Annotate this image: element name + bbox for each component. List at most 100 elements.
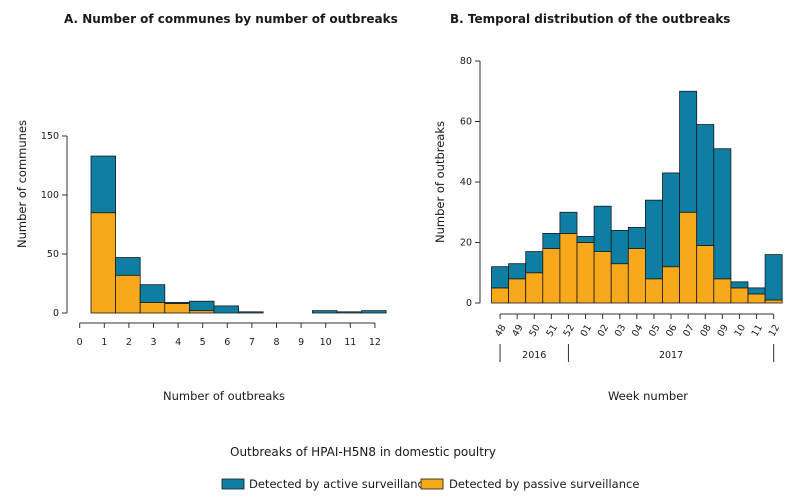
panel-a-y-tick-0: 0: [53, 308, 59, 319]
panel-b-bar-active-51-3: [542, 233, 561, 249]
panel-b-bar-passive-48-0: [491, 287, 510, 304]
panel-b-year-label-2017: 2017: [659, 350, 683, 361]
panel-a-x-tick-2: 2: [126, 337, 132, 348]
panel-b-bar-active-50-2: [525, 251, 544, 274]
panel-b-y-tick-40: 40: [460, 177, 472, 188]
panel-a-x-tick-5: 5: [200, 337, 206, 348]
panel-a-bar-active-2: [115, 257, 141, 276]
panel-a-bar-passive-2: [115, 274, 141, 314]
panel-b-bar-active-04-8: [627, 226, 646, 249]
panel-b-x-tick-49-1: 49: [510, 323, 526, 339]
panel-b-bar-passive-07-11: [679, 211, 698, 304]
panel-b-x-tick-51-3: 51: [544, 323, 560, 339]
panel-b-bar-passive-08-12: [696, 245, 715, 304]
panel-b-x-tick-11-15: 11: [750, 323, 766, 339]
panel-a-y-axis-label: Number of communes: [15, 120, 29, 248]
panel-b-x-tick-05-9: 05: [647, 323, 663, 339]
panel-b-bar-active-02-6: [593, 205, 612, 252]
panel-b-y-tick-20: 20: [460, 238, 472, 249]
panel-a-bar-passive-4: [164, 303, 190, 314]
panel-a-bar-active-6: [213, 305, 240, 314]
panel-b-bar-passive-02-6: [593, 251, 612, 304]
panel-b-bar-passive-06-10: [662, 266, 681, 304]
panel-a-x-tick-10: 10: [320, 337, 332, 348]
panel-b-x-tick-52-4: 52: [561, 323, 577, 339]
panel-b-bar-passive-09-13: [713, 278, 732, 304]
panel-b-temporal-chart: B. Temporal distribution of the outbreak…: [433, 12, 783, 403]
panel-b-x-tick-09-13: 09: [715, 323, 731, 339]
panel-a-bar-passive-1: [90, 212, 117, 314]
panel-b-bar-passive-52-4: [559, 233, 578, 304]
panel-b-title: B. Temporal distribution of the outbreak…: [450, 12, 730, 26]
panel-b-bar-passive-12-16: [764, 299, 783, 304]
panel-a-x-tick-0: 0: [77, 337, 83, 348]
panel-b-bars: [491, 90, 783, 304]
panel-b-bar-active-10-14: [730, 281, 749, 289]
panel-b-x-axis-label: Week number: [608, 389, 688, 403]
panel-b-x-tick-07-11: 07: [681, 323, 697, 339]
panel-b-bar-active-48-0: [491, 266, 510, 289]
panel-b-bar-passive-51-3: [542, 248, 561, 304]
panel-b-y-axis-label: Number of outbreaks: [433, 121, 447, 243]
panel-a-x-axis-label: Number of outbreaks: [163, 389, 285, 403]
legend-swatch-passive: [420, 478, 444, 490]
panel-b-bar-active-09-13: [713, 148, 732, 280]
panel-a-bar-active-3: [139, 284, 166, 303]
panel-b-x-tick-12-16: 12: [767, 323, 783, 339]
legend-label-active: Detected by active surveillance: [249, 477, 431, 491]
panel-a-y-tick-150: 150: [41, 131, 59, 142]
panel-a-title: A. Number of communes by number of outbr…: [64, 12, 398, 26]
panel-a-x-tick-3: 3: [150, 337, 156, 348]
panel-b-bar-active-12-16: [764, 254, 783, 301]
panel-a-bar-active-10: [311, 310, 338, 314]
panel-b-x-tick-02-6: 02: [596, 323, 612, 339]
panel-a-x-tick-6: 6: [224, 337, 230, 348]
panel-b-bar-active-08-12: [696, 124, 715, 246]
panel-b-bar-passive-03-7: [610, 263, 629, 304]
panel-a-x-tick-9: 9: [298, 337, 304, 348]
panel-b-bar-passive-10-14: [730, 287, 749, 304]
panel-b-x-tick-03-7: 03: [613, 323, 629, 339]
panel-b-year-label-2016: 2016: [522, 350, 546, 361]
legend-label-passive: Detected by passive surveillance: [449, 477, 639, 491]
panel-a-x-tick-11: 11: [344, 337, 356, 348]
panel-a-y-tick-100: 100: [41, 190, 59, 201]
panel-b-bar-passive-50-2: [525, 272, 544, 304]
panel-b-bar-passive-04-8: [627, 248, 646, 304]
panel-b-x-tick-48-0: 48: [493, 323, 509, 339]
panel-b-bar-passive-11-15: [747, 293, 766, 304]
panel-b-x-tick-50-2: 50: [527, 323, 543, 339]
legend: Outbreaks of HPAI-H5N8 in domestic poult…: [221, 445, 639, 491]
panel-a-bar-active-5: [188, 300, 215, 312]
panel-b-bar-active-49-1: [508, 263, 527, 280]
panel-a-x-tick-1: 1: [101, 337, 107, 348]
panel-a-communes-chart: A. Number of communes by number of outbr…: [15, 12, 398, 403]
panel-b-y-tick-80: 80: [460, 56, 472, 67]
panel-a-x-tick-8: 8: [273, 337, 279, 348]
panel-b-bar-passive-01-5: [576, 242, 595, 304]
panel-a-x-tick-12: 12: [369, 337, 381, 348]
panel-a-bars: [90, 155, 387, 314]
panel-b-bar-active-07-11: [679, 90, 698, 213]
panel-b-bar-active-52-4: [559, 211, 578, 234]
panel-b-bar-active-03-7: [610, 229, 629, 265]
panel-b-x-tick-06-10: 06: [664, 323, 680, 339]
panel-b-x-tick-04-8: 04: [630, 323, 646, 339]
panel-b-bar-active-05-9: [645, 199, 663, 280]
panel-a-bar-passive-3: [139, 301, 166, 314]
panel-a-bar-active-4: [164, 301, 190, 304]
panel-a-y-tick-50: 50: [47, 249, 59, 260]
panel-a-x-tick-7: 7: [249, 337, 255, 348]
panel-a-x-tick-4: 4: [175, 337, 181, 348]
panel-b-bar-passive-05-9: [645, 278, 663, 304]
panel-b-bar-active-01-5: [576, 236, 595, 243]
legend-swatch-active: [221, 478, 245, 490]
panel-b-x-tick-10-14: 10: [732, 323, 748, 339]
panel-a-bar-active-7: [238, 311, 264, 314]
panel-b-x-tick-01-5: 01: [579, 323, 595, 339]
panel-b-bar-active-11-15: [747, 287, 766, 295]
panel-a-bar-active-11: [336, 311, 363, 314]
